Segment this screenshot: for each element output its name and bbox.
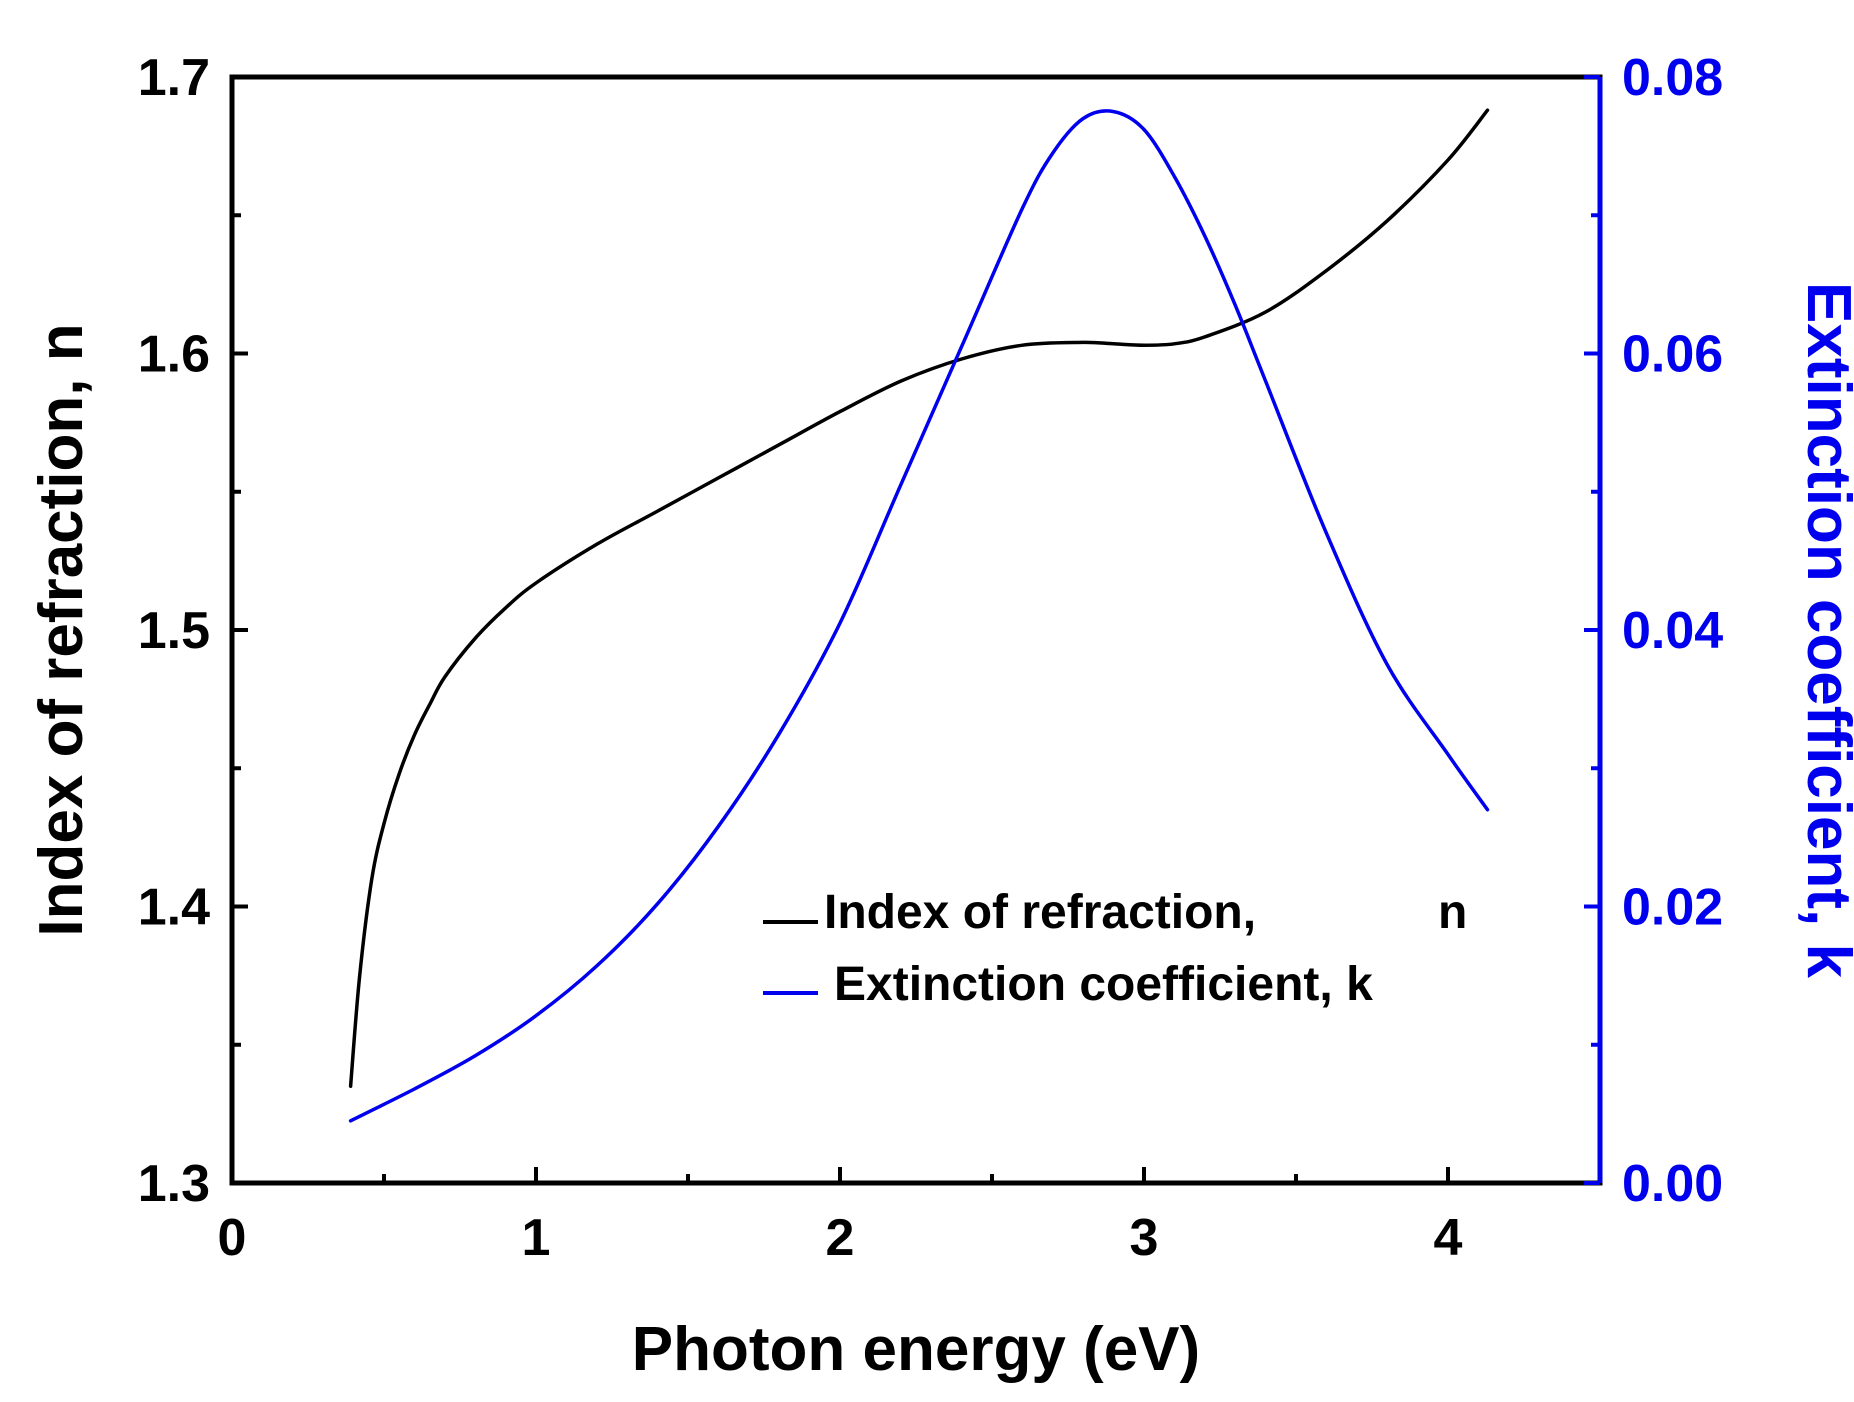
plot-frame <box>229 74 1603 1186</box>
ticks-layer <box>230 75 1600 1185</box>
y-tick-label: 1.3 <box>138 1155 210 1213</box>
y-tick-label: 1.5 <box>138 602 210 660</box>
x-tick-label: 2 <box>826 1209 855 1267</box>
legend: Index of refraction, n Extinction coeffi… <box>763 886 1467 1011</box>
x-axis-label: Photon energy (eV) <box>632 1315 1200 1384</box>
y-right-tick-labels: 0.00 0.02 0.04 0.06 0.08 <box>1622 49 1723 1213</box>
y-right-tick-label: 0.04 <box>1622 602 1723 660</box>
legend-label-n: Index of refraction, <box>824 886 1256 939</box>
y-tick-label: 1.6 <box>138 326 210 384</box>
series-layer <box>348 108 1490 1123</box>
legend-label-k: Extinction coefficient, k <box>834 958 1373 1011</box>
series-line-index-of-refraction <box>348 108 1490 1088</box>
y-tick-label: 1.4 <box>138 879 210 937</box>
y-tick-label: 1.7 <box>138 49 210 107</box>
y-right-tick-label: 0.08 <box>1622 49 1723 107</box>
y-right-tick-label: 0.00 <box>1622 1155 1723 1213</box>
x-tick-label: 1 <box>522 1209 551 1267</box>
x-tick-label: 0 <box>218 1209 247 1267</box>
y-right-tick-label: 0.06 <box>1622 326 1723 384</box>
y-right-axis-label: Extinction coefficient, k <box>1794 282 1854 978</box>
y-tick-labels: 1.3 1.4 1.5 1.6 1.7 <box>138 49 210 1213</box>
series-line-extinction-coefficient <box>348 109 1490 1123</box>
y-right-tick-label: 0.02 <box>1622 879 1723 937</box>
x-tick-label: 3 <box>1130 1209 1159 1267</box>
legend-label-n-suffix: n <box>1438 886 1467 939</box>
x-tick-labels: 0 1 2 3 4 <box>218 1209 1463 1267</box>
y-axis-label: Index of refraction, n <box>27 323 96 936</box>
x-tick-label: 4 <box>1434 1209 1463 1267</box>
